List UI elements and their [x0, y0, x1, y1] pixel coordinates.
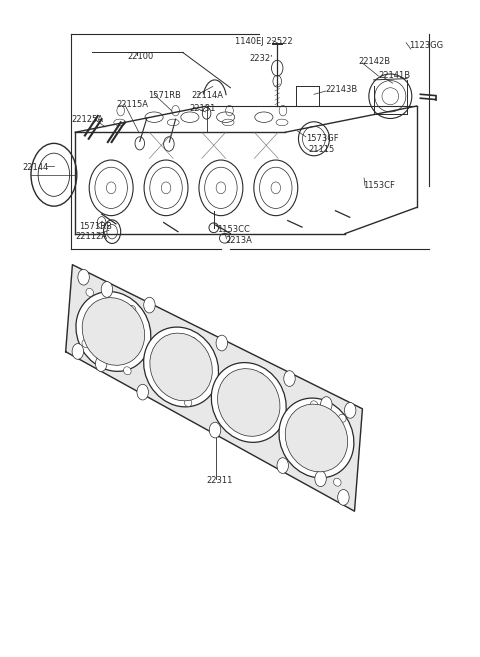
Text: 1123GG: 1123GG — [409, 41, 444, 50]
Circle shape — [209, 422, 221, 438]
Circle shape — [315, 471, 326, 487]
Circle shape — [321, 397, 332, 413]
Ellipse shape — [123, 367, 131, 374]
Ellipse shape — [86, 288, 94, 296]
Ellipse shape — [184, 399, 192, 407]
Ellipse shape — [334, 478, 341, 486]
Ellipse shape — [144, 327, 218, 407]
Circle shape — [216, 335, 228, 351]
Text: 1140EJ 22522: 1140EJ 22522 — [235, 37, 293, 47]
Circle shape — [345, 403, 356, 419]
Ellipse shape — [338, 414, 346, 422]
Ellipse shape — [279, 398, 354, 478]
Circle shape — [78, 269, 89, 285]
Ellipse shape — [189, 337, 197, 345]
Ellipse shape — [128, 306, 136, 313]
Circle shape — [144, 297, 155, 313]
Text: 22125A: 22125A — [72, 115, 104, 124]
Text: 2232ʼ: 2232ʼ — [250, 54, 273, 63]
Polygon shape — [66, 265, 362, 511]
Ellipse shape — [82, 298, 144, 365]
Ellipse shape — [311, 401, 318, 409]
Text: 1571RB: 1571RB — [148, 91, 181, 100]
Text: 1153CF: 1153CF — [363, 181, 395, 191]
Ellipse shape — [211, 363, 286, 442]
Text: 2213A: 2213A — [226, 236, 252, 244]
Text: 22100: 22100 — [128, 52, 154, 61]
Text: 22141B: 22141B — [378, 72, 410, 80]
Text: 22115A: 22115A — [116, 100, 148, 108]
Text: 22144: 22144 — [22, 163, 48, 172]
Text: 22143B: 22143B — [325, 85, 357, 94]
Ellipse shape — [82, 340, 89, 348]
Ellipse shape — [285, 404, 348, 472]
Ellipse shape — [257, 373, 264, 380]
Circle shape — [277, 458, 288, 474]
Ellipse shape — [76, 292, 151, 371]
Text: 22112A: 22112A — [75, 232, 108, 240]
Text: 22311: 22311 — [206, 476, 233, 485]
Text: 22114A: 22114A — [192, 91, 223, 100]
Text: 22131: 22131 — [189, 104, 216, 112]
Text: 1153CC: 1153CC — [217, 225, 251, 234]
Ellipse shape — [150, 333, 212, 401]
Text: 1573GF: 1573GF — [306, 134, 338, 143]
Circle shape — [72, 344, 84, 359]
Text: 22142B: 22142B — [359, 57, 390, 66]
Circle shape — [137, 384, 148, 400]
Text: 21115: 21115 — [309, 145, 335, 154]
Text: 1571RB: 1571RB — [79, 222, 111, 231]
Circle shape — [101, 282, 113, 298]
Ellipse shape — [217, 369, 280, 436]
Circle shape — [284, 371, 295, 386]
Circle shape — [96, 356, 107, 372]
Circle shape — [338, 489, 349, 505]
